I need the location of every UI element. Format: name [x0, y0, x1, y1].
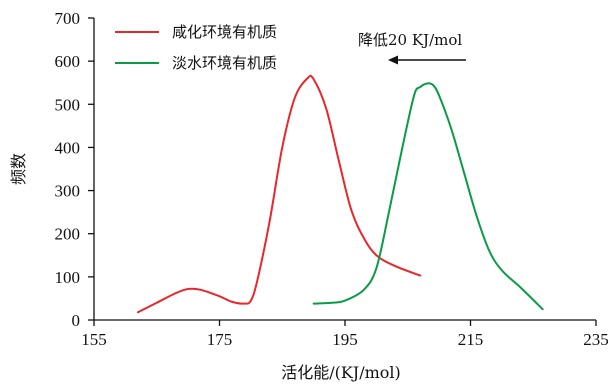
y-tick-label: 600 [55, 52, 81, 71]
annotation-text: 降低20 KJ/mol [358, 31, 462, 49]
y-tick-label: 400 [55, 138, 81, 157]
y-tick-label: 0 [72, 311, 81, 330]
y-tick-label: 700 [55, 9, 81, 28]
series-line-2 [312, 82, 544, 311]
annotation: 降低20 KJ/mol [358, 31, 466, 65]
legend-label-2: 淡水环境有机质 [172, 54, 277, 72]
y-tick-label: 100 [55, 268, 81, 287]
annotation-arrow-head [388, 55, 398, 65]
x-tick-label: 175 [207, 330, 233, 349]
axes: 155 175 195 215 235 0 100 200 300 400 500 600 700 [55, 9, 609, 349]
legend-label-1: 咸化环境有机质 [172, 23, 277, 41]
plot-area [136, 74, 544, 314]
x-tick-label: 235 [583, 330, 609, 349]
x-tick-label: 195 [332, 330, 358, 349]
y-axis-label: 频数 [9, 153, 28, 185]
x-axis-label: 活化能/(KJ/mol) [281, 363, 401, 382]
y-tick-label: 200 [55, 225, 81, 244]
x-tick-label: 215 [458, 330, 484, 349]
y-tick-label: 300 [55, 182, 81, 201]
x-tick-label: 155 [81, 330, 107, 349]
y-tick-label: 500 [55, 95, 81, 114]
series-line-1 [136, 74, 422, 314]
